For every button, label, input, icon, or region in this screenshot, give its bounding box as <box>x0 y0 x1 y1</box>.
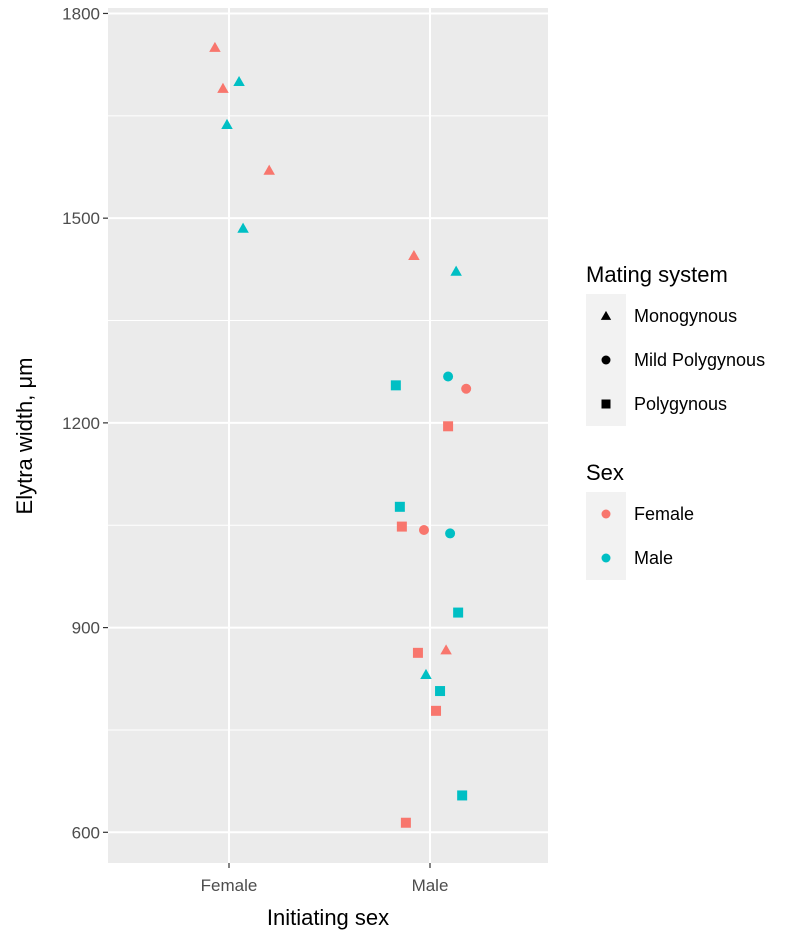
data-point <box>443 421 454 432</box>
data-point <box>420 668 432 679</box>
data-point <box>233 75 245 87</box>
data-point <box>461 383 472 394</box>
y-tick-label: 1200 <box>62 414 100 433</box>
data-point <box>408 249 420 261</box>
data-point <box>450 265 462 276</box>
data-point <box>453 607 464 618</box>
legend: Mating system Monogynous Mild Polygynous Po… <box>586 262 765 580</box>
data-point <box>445 528 456 539</box>
data-point <box>394 501 405 512</box>
legend-label: Female <box>634 504 694 524</box>
y-tick-label: 1800 <box>62 4 100 23</box>
panel-background <box>108 8 548 863</box>
y-tick-label: 900 <box>72 619 100 638</box>
data-point <box>431 705 442 716</box>
x-axis-title: Initiating sex <box>267 905 389 930</box>
data-point <box>221 118 233 129</box>
legend-label: Mild Polygynous <box>634 350 765 370</box>
y-tick-label: 600 <box>72 823 100 842</box>
y-axis-title: Elytra width, μm <box>12 358 37 515</box>
legend-key-symbol <box>600 310 612 320</box>
grid-layer <box>108 8 548 863</box>
legend-key-symbol <box>601 553 611 563</box>
data-point <box>217 82 229 93</box>
legend-label: Polygynous <box>634 394 727 414</box>
data-point <box>237 222 249 233</box>
y-tick-label: 1500 <box>62 209 100 228</box>
legend-key-symbol <box>601 399 611 409</box>
data-point <box>418 525 429 536</box>
data-point <box>400 817 411 828</box>
data-point <box>263 164 275 175</box>
data-point <box>390 380 401 391</box>
data-point <box>412 647 423 658</box>
data-point <box>435 686 446 697</box>
data-point <box>440 644 452 655</box>
data-point <box>396 521 407 532</box>
data-point <box>443 371 454 382</box>
legend-title: Sex <box>586 460 624 485</box>
data-point <box>209 41 221 52</box>
legend-key-symbol <box>601 355 611 365</box>
data-point <box>457 790 468 801</box>
legend-key-symbol <box>601 509 611 519</box>
points-layer <box>209 41 472 828</box>
axis-layer: 600 900 1200 1500 1800 Female Male <box>62 4 448 895</box>
x-tick-label: Female <box>201 876 258 895</box>
legend-label: Male <box>634 548 673 568</box>
legend-label: Monogynous <box>634 306 737 326</box>
legend-title: Mating system <box>586 262 728 287</box>
x-tick-label: Male <box>412 876 449 895</box>
